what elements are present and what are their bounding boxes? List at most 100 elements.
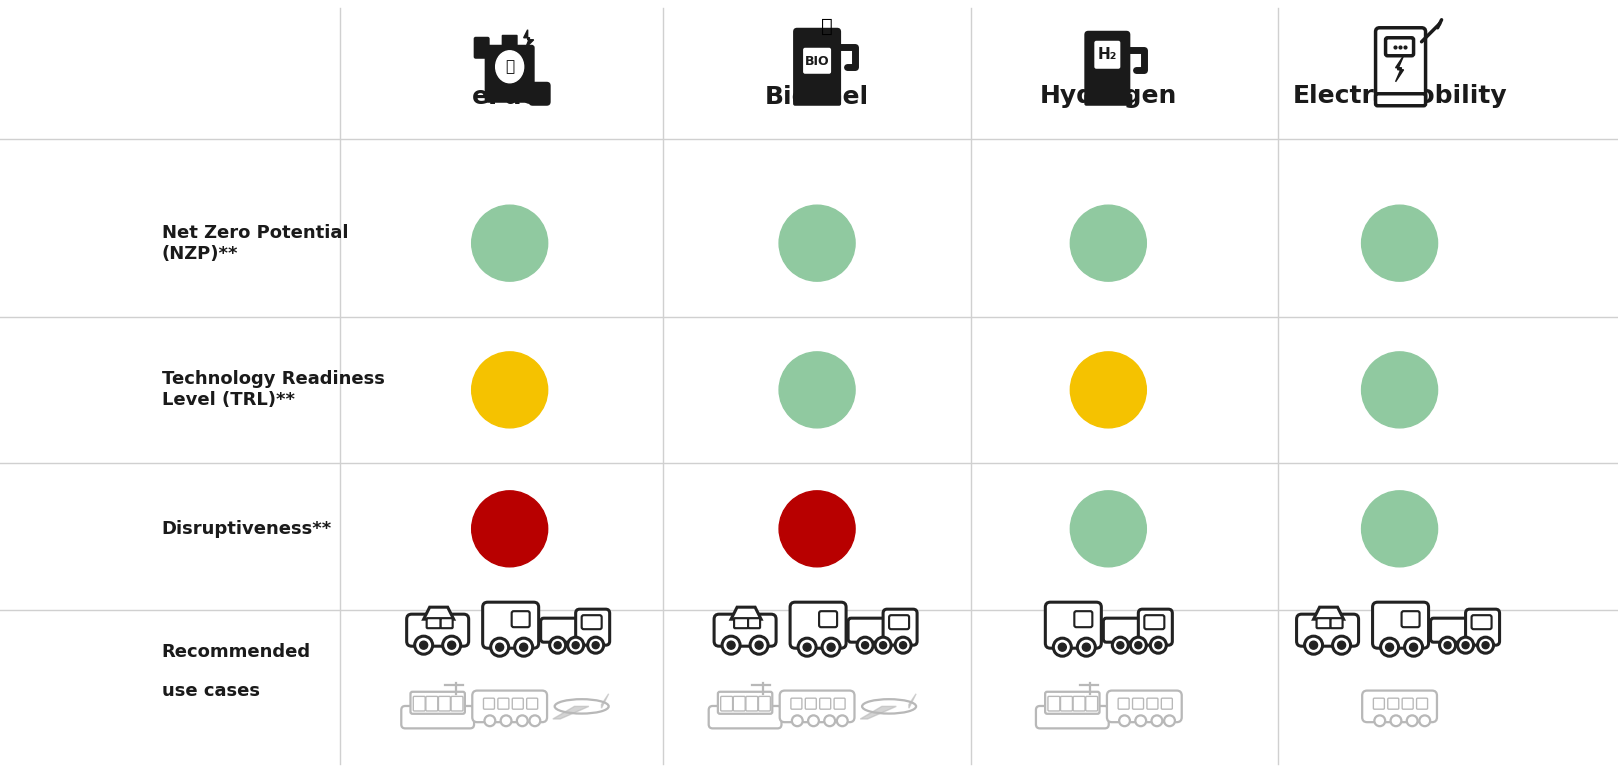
Circle shape [1304, 636, 1322, 654]
Circle shape [780, 205, 854, 281]
FancyBboxPatch shape [1466, 609, 1500, 645]
FancyBboxPatch shape [529, 82, 550, 106]
FancyBboxPatch shape [1084, 31, 1131, 103]
Circle shape [827, 643, 835, 651]
Circle shape [1136, 716, 1146, 726]
FancyBboxPatch shape [411, 692, 464, 714]
Circle shape [1419, 716, 1430, 726]
Circle shape [1152, 716, 1162, 726]
FancyBboxPatch shape [793, 28, 841, 103]
Circle shape [1406, 716, 1417, 726]
FancyBboxPatch shape [1403, 698, 1413, 709]
Circle shape [900, 642, 906, 648]
Circle shape [587, 637, 604, 653]
Circle shape [568, 637, 584, 653]
Circle shape [780, 352, 854, 428]
FancyBboxPatch shape [790, 602, 846, 648]
FancyBboxPatch shape [1048, 696, 1060, 711]
FancyBboxPatch shape [498, 698, 510, 709]
Text: 🌿: 🌿 [505, 59, 515, 74]
FancyBboxPatch shape [484, 698, 495, 709]
Circle shape [895, 637, 911, 653]
FancyBboxPatch shape [1162, 698, 1173, 709]
FancyBboxPatch shape [451, 696, 463, 711]
FancyBboxPatch shape [502, 35, 518, 49]
FancyBboxPatch shape [835, 698, 845, 709]
Circle shape [1409, 643, 1417, 651]
FancyBboxPatch shape [718, 692, 772, 714]
FancyBboxPatch shape [1430, 618, 1472, 642]
Circle shape [1163, 716, 1175, 726]
Circle shape [1338, 642, 1346, 649]
Circle shape [1390, 716, 1401, 726]
Circle shape [1440, 637, 1456, 653]
Circle shape [780, 491, 854, 567]
Circle shape [1374, 716, 1385, 726]
FancyBboxPatch shape [1060, 696, 1073, 711]
Circle shape [1445, 642, 1451, 648]
Circle shape [1309, 642, 1317, 649]
FancyBboxPatch shape [883, 609, 917, 645]
Circle shape [472, 491, 547, 567]
Text: eFuel: eFuel [471, 84, 549, 109]
FancyBboxPatch shape [1045, 692, 1100, 714]
FancyBboxPatch shape [1417, 698, 1427, 709]
Circle shape [1116, 642, 1125, 648]
FancyBboxPatch shape [1103, 618, 1146, 642]
FancyBboxPatch shape [1133, 698, 1144, 709]
FancyBboxPatch shape [1372, 602, 1429, 648]
Circle shape [1333, 636, 1351, 654]
FancyBboxPatch shape [1296, 615, 1359, 646]
FancyBboxPatch shape [401, 706, 474, 728]
FancyBboxPatch shape [1147, 698, 1158, 709]
FancyBboxPatch shape [1139, 609, 1173, 645]
Circle shape [822, 638, 840, 656]
FancyBboxPatch shape [581, 615, 602, 629]
Circle shape [807, 716, 819, 726]
FancyBboxPatch shape [803, 48, 832, 74]
Circle shape [484, 716, 495, 726]
Ellipse shape [495, 51, 524, 83]
FancyBboxPatch shape [472, 691, 547, 722]
FancyBboxPatch shape [1385, 38, 1414, 56]
FancyBboxPatch shape [748, 618, 760, 628]
FancyBboxPatch shape [720, 696, 733, 711]
Circle shape [1362, 491, 1437, 567]
Circle shape [472, 205, 547, 281]
Circle shape [756, 642, 764, 649]
FancyBboxPatch shape [413, 696, 426, 711]
Circle shape [1120, 716, 1129, 726]
FancyBboxPatch shape [820, 698, 830, 709]
Ellipse shape [555, 699, 608, 713]
Text: H₂: H₂ [1097, 47, 1116, 63]
FancyBboxPatch shape [1074, 611, 1092, 627]
Circle shape [573, 642, 579, 648]
Circle shape [592, 642, 599, 648]
Circle shape [1053, 638, 1071, 656]
FancyBboxPatch shape [1471, 615, 1492, 629]
Circle shape [516, 716, 527, 726]
Circle shape [529, 716, 540, 726]
Circle shape [490, 638, 508, 656]
FancyBboxPatch shape [438, 696, 450, 711]
FancyBboxPatch shape [482, 602, 539, 648]
Circle shape [1071, 352, 1146, 428]
Circle shape [751, 636, 769, 654]
Polygon shape [861, 706, 896, 719]
FancyBboxPatch shape [759, 696, 770, 711]
FancyBboxPatch shape [1086, 696, 1097, 711]
FancyBboxPatch shape [540, 618, 582, 642]
FancyBboxPatch shape [427, 618, 440, 628]
Circle shape [472, 352, 547, 428]
Circle shape [1112, 637, 1128, 653]
Circle shape [1362, 205, 1437, 281]
FancyBboxPatch shape [780, 691, 854, 722]
FancyBboxPatch shape [746, 696, 757, 711]
Polygon shape [553, 706, 589, 719]
Circle shape [1463, 642, 1469, 648]
Polygon shape [524, 30, 534, 48]
Circle shape [875, 637, 892, 653]
Polygon shape [1396, 56, 1403, 82]
Polygon shape [602, 694, 608, 708]
FancyBboxPatch shape [1107, 691, 1181, 722]
